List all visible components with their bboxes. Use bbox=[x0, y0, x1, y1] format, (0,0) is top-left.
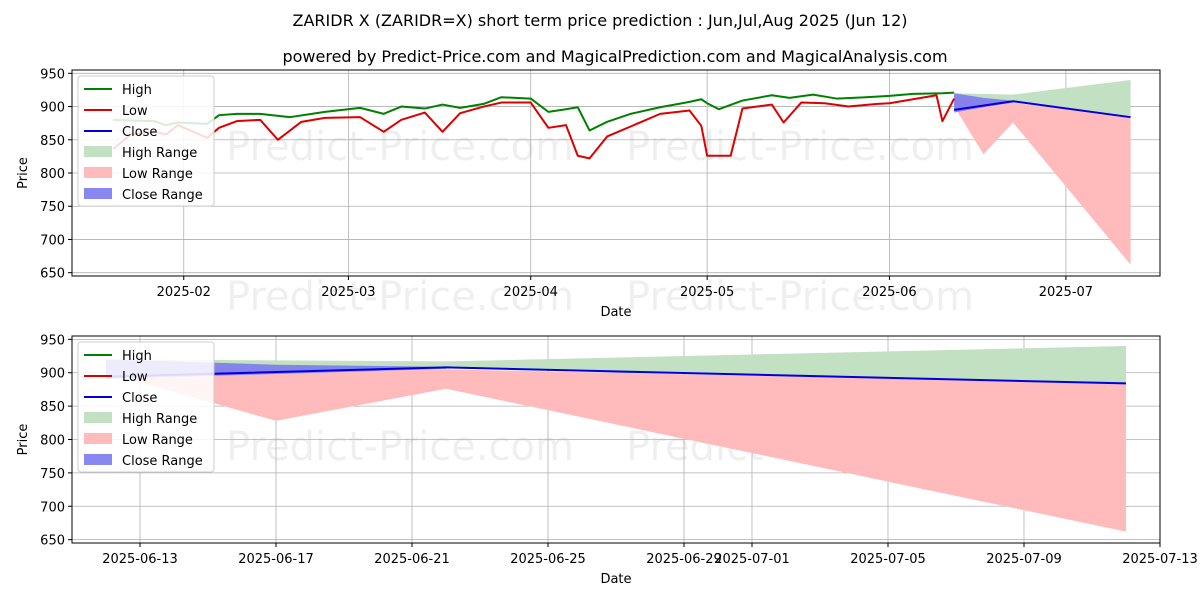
high-range-band bbox=[954, 79, 1131, 118]
x-tick-label: 2025-06 bbox=[862, 285, 916, 300]
x-tick-label: 2025-07-01 bbox=[714, 552, 790, 567]
y-tick-label: 800 bbox=[40, 434, 65, 449]
x-tick-label: 2025-06-29 bbox=[646, 552, 722, 567]
watermark-text: Predict-Price.com bbox=[626, 274, 974, 320]
x-tick-label: 2025-04 bbox=[504, 285, 558, 300]
legend-swatch-close-range bbox=[84, 188, 112, 199]
legend-label-close: Close bbox=[122, 391, 157, 406]
legend-label-close-range: Close Range bbox=[122, 454, 203, 469]
x-tick-label: 2025-07-05 bbox=[850, 552, 926, 567]
x-tick-label: 2025-07-13 bbox=[1122, 552, 1198, 567]
y-tick-label: 850 bbox=[40, 400, 65, 415]
x-tick-label: 2025-07 bbox=[1039, 285, 1093, 300]
x-tick-label: 2025-06-21 bbox=[374, 552, 450, 567]
legend-label-high-range: High Range bbox=[122, 146, 197, 161]
y-axis-label: Price bbox=[16, 424, 31, 456]
y-tick-label: 650 bbox=[40, 534, 65, 549]
low-range-band bbox=[954, 95, 1131, 265]
legend-label-high-range: High Range bbox=[122, 412, 197, 427]
legend-label-low: Low bbox=[122, 104, 148, 119]
y-tick-label: 700 bbox=[40, 500, 65, 515]
legend-swatch-low-range bbox=[84, 433, 112, 444]
chart-panel-1: Predict-Price.com Predict-Price.com Predic… bbox=[16, 67, 1161, 320]
chart-title: ZARIDR X (ZARIDR=X) short term price pre… bbox=[293, 11, 908, 30]
watermark-text: Predict-Price.com bbox=[226, 124, 574, 170]
x-axis-label: Date bbox=[600, 305, 631, 320]
legend-label-high: High bbox=[122, 349, 152, 364]
y-tick-label: 900 bbox=[40, 367, 65, 382]
watermark-text: Predict-Price.com bbox=[626, 124, 974, 170]
x-tick-label: 2025-06-17 bbox=[238, 552, 314, 567]
legend-label-close: Close bbox=[122, 125, 157, 140]
y-tick-label: 800 bbox=[40, 167, 65, 182]
close-series-line bbox=[105, 366, 1127, 385]
y-axis-label: Price bbox=[16, 157, 31, 189]
y-tick-label: 950 bbox=[40, 67, 65, 82]
low-range-band bbox=[106, 361, 1126, 532]
high-series-line bbox=[113, 91, 955, 132]
low-series-line bbox=[112, 94, 956, 160]
legend-swatch-close-range bbox=[84, 454, 112, 465]
legend-label-high: High bbox=[122, 83, 152, 98]
x-tick-label: 2025-06-13 bbox=[102, 552, 178, 567]
y-tick-label: 750 bbox=[40, 467, 65, 482]
x-tick-label: 2025-03 bbox=[321, 285, 375, 300]
legend-swatch-high-range bbox=[84, 146, 112, 157]
y-tick-label: 700 bbox=[40, 233, 65, 248]
legend-swatch-low-range bbox=[84, 167, 112, 178]
watermark-text: Predict-Price.com bbox=[226, 274, 574, 320]
y-tick-label: 850 bbox=[40, 134, 65, 149]
y-tick-label: 900 bbox=[40, 101, 65, 116]
legend: High Low Close High Range Low Range Close Ran… bbox=[77, 75, 215, 207]
watermark-text: Predict-Price.com bbox=[226, 424, 574, 470]
x-tick-label: 2025-02 bbox=[157, 285, 211, 300]
legend-label-low-range: Low Range bbox=[122, 433, 193, 448]
legend-label-close-range: Close Range bbox=[122, 188, 203, 203]
x-tick-label: 2025-06-25 bbox=[510, 552, 586, 567]
y-tick-label: 750 bbox=[40, 200, 65, 215]
high-range-band bbox=[106, 346, 1126, 384]
legend-label-low-range: Low Range bbox=[122, 167, 193, 182]
x-axis-label: Date bbox=[600, 572, 631, 587]
x-tick-label: 2025-05 bbox=[680, 285, 734, 300]
y-tick-label: 650 bbox=[40, 267, 65, 282]
y-tick-label: 950 bbox=[40, 333, 65, 348]
chart-subtitle: powered by Predict-Price.com and Magical… bbox=[282, 47, 947, 66]
x-tick-label: 2025-07-09 bbox=[986, 552, 1062, 567]
close-series-line bbox=[954, 100, 1131, 119]
legend-swatch-high-range bbox=[84, 412, 112, 423]
legend-label-low: Low bbox=[122, 370, 148, 385]
legend: High Low Close High Range Low Range Close Ran… bbox=[77, 341, 215, 473]
chart-panel-2: Predict-Price.comPredict-Price.com650700… bbox=[16, 333, 1198, 587]
